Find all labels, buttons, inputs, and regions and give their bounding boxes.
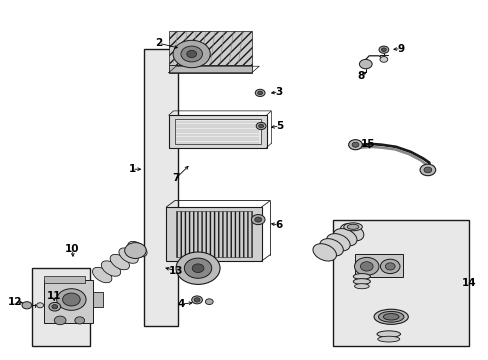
Text: 7: 7 (172, 173, 180, 183)
Circle shape (254, 217, 261, 222)
Circle shape (49, 302, 61, 311)
Text: 8: 8 (357, 71, 364, 81)
Bar (144, 49, 178, 326)
Text: 5: 5 (276, 121, 283, 131)
Ellipse shape (377, 336, 399, 342)
Text: 4: 4 (177, 299, 184, 309)
Circle shape (205, 299, 213, 305)
Circle shape (173, 40, 210, 68)
Circle shape (380, 259, 399, 274)
Circle shape (419, 164, 435, 176)
Text: 1: 1 (128, 164, 135, 174)
Ellipse shape (383, 314, 398, 320)
Circle shape (181, 46, 202, 62)
Ellipse shape (378, 311, 403, 322)
Text: 14: 14 (461, 278, 476, 288)
Circle shape (57, 289, 86, 310)
Circle shape (191, 296, 202, 304)
Bar (168, 65, 251, 73)
Circle shape (351, 142, 358, 147)
Circle shape (354, 257, 378, 275)
Bar (168, 115, 266, 148)
Ellipse shape (319, 239, 343, 256)
Circle shape (52, 305, 58, 309)
Circle shape (37, 303, 43, 308)
Circle shape (258, 124, 263, 128)
Bar (176, 211, 251, 257)
Circle shape (360, 262, 372, 271)
Ellipse shape (340, 224, 363, 241)
Bar (168, 31, 251, 65)
Text: 11: 11 (46, 291, 61, 301)
Bar (93, 292, 102, 307)
Ellipse shape (312, 244, 336, 261)
Ellipse shape (92, 267, 112, 283)
Text: 2: 2 (155, 38, 162, 48)
Bar (44, 276, 84, 283)
Circle shape (359, 59, 371, 69)
Ellipse shape (119, 248, 138, 263)
Circle shape (257, 91, 262, 95)
Bar (166, 207, 261, 261)
Bar (174, 119, 260, 144)
Ellipse shape (343, 223, 362, 231)
Text: 15: 15 (360, 139, 374, 149)
Ellipse shape (346, 224, 358, 229)
Bar (32, 268, 90, 346)
Bar (44, 280, 93, 323)
Text: 12: 12 (7, 297, 22, 307)
Circle shape (62, 293, 80, 306)
Ellipse shape (186, 256, 209, 262)
Circle shape (75, 317, 84, 324)
Circle shape (378, 46, 388, 53)
Circle shape (385, 263, 394, 270)
Bar (332, 220, 468, 346)
Circle shape (251, 215, 264, 225)
Ellipse shape (326, 234, 349, 251)
Circle shape (381, 48, 386, 51)
Circle shape (255, 89, 264, 96)
Circle shape (184, 258, 211, 278)
Text: 3: 3 (275, 87, 282, 97)
Circle shape (348, 140, 362, 150)
Text: 13: 13 (168, 266, 183, 276)
Circle shape (194, 298, 200, 302)
Circle shape (256, 122, 265, 130)
Circle shape (22, 302, 32, 309)
Text: 10: 10 (65, 244, 80, 254)
Circle shape (192, 264, 203, 273)
Ellipse shape (127, 242, 147, 257)
Bar (354, 254, 403, 277)
Ellipse shape (110, 255, 129, 270)
Circle shape (186, 50, 196, 58)
Ellipse shape (373, 309, 407, 324)
Text: 9: 9 (397, 44, 404, 54)
Ellipse shape (333, 229, 356, 246)
Circle shape (176, 252, 220, 284)
Circle shape (423, 167, 431, 173)
Circle shape (379, 57, 387, 62)
Ellipse shape (352, 279, 370, 284)
Text: 6: 6 (275, 220, 282, 230)
Ellipse shape (352, 274, 370, 279)
Circle shape (54, 316, 66, 325)
Ellipse shape (376, 331, 400, 337)
Ellipse shape (101, 261, 121, 276)
Circle shape (124, 243, 146, 258)
Ellipse shape (354, 284, 368, 289)
